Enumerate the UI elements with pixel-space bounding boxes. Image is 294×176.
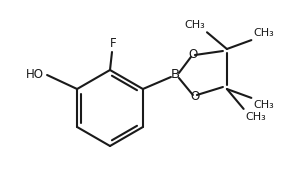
Text: CH₃: CH₃: [253, 100, 274, 110]
Text: CH₃: CH₃: [245, 112, 266, 122]
Text: CH₃: CH₃: [253, 28, 274, 38]
Text: CH₃: CH₃: [184, 20, 205, 30]
Text: F: F: [110, 37, 116, 50]
Text: HO: HO: [26, 68, 44, 80]
Text: O: O: [190, 90, 200, 103]
Text: O: O: [188, 49, 198, 61]
Text: B: B: [170, 68, 179, 81]
